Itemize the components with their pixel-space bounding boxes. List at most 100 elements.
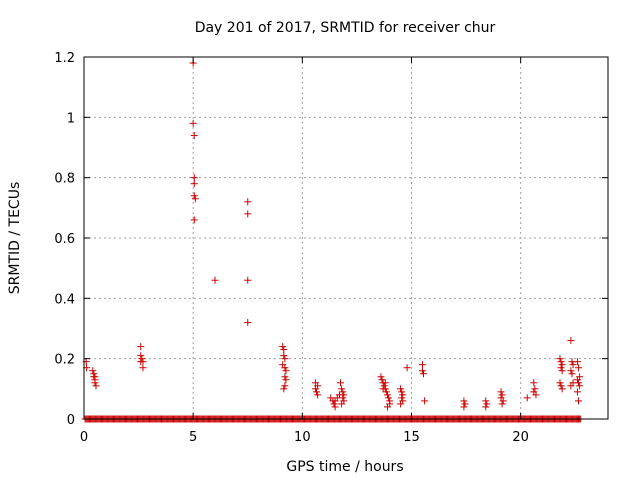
data-point xyxy=(575,364,583,372)
x-tick-label: 15 xyxy=(403,430,420,445)
data-point xyxy=(460,403,468,411)
y-tick-label: 0.2 xyxy=(54,353,75,368)
x-tick-label: 0 xyxy=(80,430,88,445)
data-point xyxy=(556,355,564,363)
data-point xyxy=(190,216,198,224)
data-point xyxy=(244,210,252,218)
data-point xyxy=(523,394,531,402)
chart-title: Day 201 of 2017, SRMTID for receiver chu… xyxy=(195,20,496,36)
data-point xyxy=(337,379,345,387)
data-point xyxy=(280,352,288,360)
data-point xyxy=(556,379,564,387)
x-tick-label: 5 xyxy=(189,430,197,445)
data-point xyxy=(244,198,252,206)
data-point xyxy=(137,343,145,351)
data-point xyxy=(399,391,407,399)
data-point xyxy=(281,382,289,390)
data-point xyxy=(403,364,411,372)
data-point xyxy=(244,276,252,284)
data-point xyxy=(397,385,405,393)
data-point xyxy=(281,364,289,372)
data-point xyxy=(311,385,319,393)
data-point xyxy=(483,400,491,408)
data-point xyxy=(138,355,146,363)
data-point xyxy=(418,367,426,375)
data-point xyxy=(557,382,565,390)
data-point xyxy=(576,382,584,390)
data-point xyxy=(575,379,583,387)
data-point xyxy=(282,376,290,384)
data-point xyxy=(421,397,429,405)
grid-lines xyxy=(84,57,608,419)
data-point xyxy=(567,367,575,375)
data-point xyxy=(568,370,576,378)
y-axis-ticks: 0 0.2 0.4 0.6 0.8 1 1.2 xyxy=(54,51,608,428)
data-point xyxy=(398,388,406,396)
data-point xyxy=(190,180,198,188)
data-point xyxy=(497,388,505,396)
data-point xyxy=(190,174,198,182)
data-point xyxy=(189,119,197,127)
data-point xyxy=(139,358,147,366)
data-point xyxy=(420,370,428,378)
data-point xyxy=(211,276,219,284)
data-point xyxy=(567,337,575,345)
data-point xyxy=(557,358,565,366)
data-point xyxy=(137,352,145,360)
data-point xyxy=(482,403,490,411)
data-point xyxy=(383,391,391,399)
data-point xyxy=(91,379,99,387)
data-point xyxy=(558,367,566,375)
data-point xyxy=(279,343,287,351)
data-point xyxy=(461,400,469,408)
data-point xyxy=(569,361,577,369)
x-axis-label: GPS time / hours xyxy=(286,459,403,475)
data-point xyxy=(531,385,539,393)
y-axis-label: SRMTID / TECUs xyxy=(7,182,23,295)
data-point xyxy=(379,385,387,393)
data-point xyxy=(558,385,566,393)
data-point xyxy=(398,394,406,402)
data-point xyxy=(330,400,338,408)
data-point xyxy=(498,400,506,408)
data-point xyxy=(313,388,321,396)
data-point xyxy=(567,382,575,390)
data-point xyxy=(91,373,99,381)
data-point xyxy=(191,195,199,203)
data-point xyxy=(244,318,252,326)
data-point xyxy=(381,379,389,387)
data-points xyxy=(82,59,584,411)
x-tick-label: 20 xyxy=(512,430,529,445)
data-point xyxy=(532,391,540,399)
data-point xyxy=(92,382,100,390)
data-point xyxy=(380,382,388,390)
data-point xyxy=(282,367,290,375)
data-point xyxy=(385,394,393,402)
data-point xyxy=(573,358,581,366)
data-point xyxy=(280,385,288,393)
y-tick-label: 0.4 xyxy=(54,292,75,307)
data-point xyxy=(573,388,581,396)
data-point xyxy=(139,364,147,372)
data-point xyxy=(281,355,289,363)
data-point xyxy=(339,394,347,402)
data-point xyxy=(397,400,405,408)
y-tick-label: 1 xyxy=(67,111,75,126)
data-point xyxy=(190,131,198,139)
x-tick-label: 10 xyxy=(294,430,311,445)
data-point xyxy=(499,397,507,405)
data-point xyxy=(383,403,391,411)
data-point xyxy=(281,373,289,381)
data-point xyxy=(530,379,538,387)
x-axis-ticks: 0 5 10 15 20 xyxy=(80,57,529,445)
data-point xyxy=(377,373,385,381)
data-point xyxy=(378,376,386,384)
data-point xyxy=(482,397,490,405)
y-tick-label: 0.6 xyxy=(54,232,75,247)
y-tick-label: 0.8 xyxy=(54,172,75,187)
data-point xyxy=(575,397,583,405)
data-point xyxy=(460,397,468,405)
data-point xyxy=(340,391,348,399)
data-point xyxy=(498,391,506,399)
